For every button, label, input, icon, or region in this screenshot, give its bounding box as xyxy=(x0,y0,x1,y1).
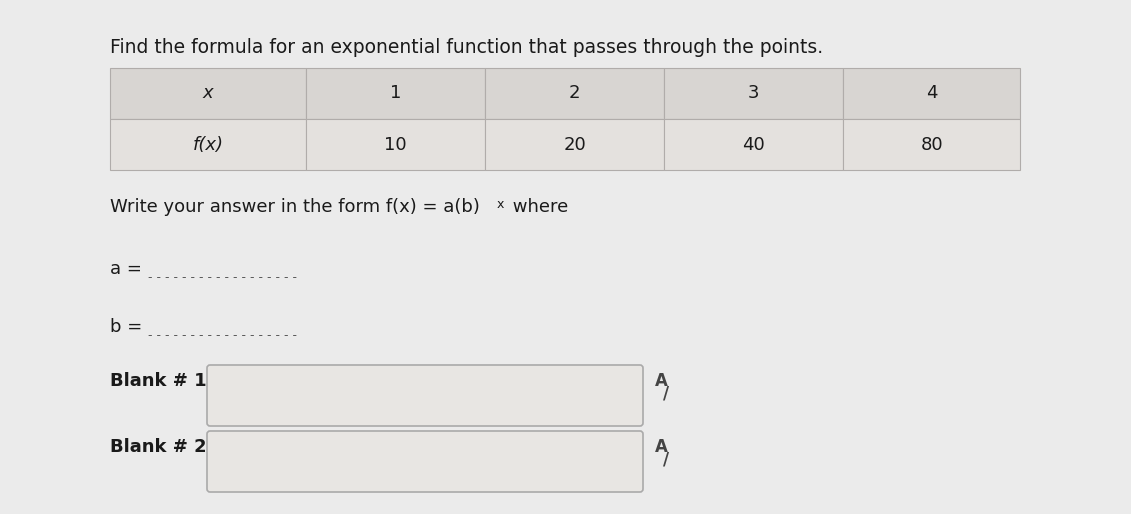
Text: 3: 3 xyxy=(748,84,760,102)
Text: Write your answer in the form f(x) = a(b): Write your answer in the form f(x) = a(b… xyxy=(110,198,480,216)
Text: a =: a = xyxy=(110,260,141,278)
Text: 80: 80 xyxy=(921,136,943,154)
Bar xyxy=(110,68,305,119)
Bar xyxy=(110,119,305,170)
Bar xyxy=(305,119,485,170)
FancyBboxPatch shape xyxy=(207,365,644,426)
Bar xyxy=(664,68,844,119)
Bar xyxy=(844,119,1020,170)
Text: 40: 40 xyxy=(742,136,766,154)
Text: Blank # 2: Blank # 2 xyxy=(110,438,207,456)
Bar xyxy=(485,119,664,170)
Text: - - - - - - - - - - - - - - - - - -: - - - - - - - - - - - - - - - - - - xyxy=(148,271,301,284)
Text: 20: 20 xyxy=(563,136,586,154)
Bar xyxy=(844,68,1020,119)
FancyBboxPatch shape xyxy=(207,431,644,492)
Text: b =: b = xyxy=(110,318,143,336)
Text: A: A xyxy=(655,438,668,456)
Bar xyxy=(664,119,844,170)
Text: 10: 10 xyxy=(383,136,407,154)
Text: Find the formula for an exponential function that passes through the points.: Find the formula for an exponential func… xyxy=(110,38,823,57)
Text: x: x xyxy=(202,84,213,102)
Text: f(x): f(x) xyxy=(192,136,223,154)
Text: where: where xyxy=(507,198,568,216)
Bar xyxy=(485,68,664,119)
Text: Blank # 1: Blank # 1 xyxy=(110,372,207,390)
Text: A: A xyxy=(655,372,668,390)
Text: 1: 1 xyxy=(389,84,402,102)
Text: /: / xyxy=(663,384,670,402)
Text: 2: 2 xyxy=(569,84,580,102)
Bar xyxy=(305,68,485,119)
Text: 4: 4 xyxy=(926,84,938,102)
Text: /: / xyxy=(663,450,670,468)
Text: - - - - - - - - - - - - - - - - - -: - - - - - - - - - - - - - - - - - - xyxy=(148,329,301,342)
Text: x: x xyxy=(497,198,504,211)
